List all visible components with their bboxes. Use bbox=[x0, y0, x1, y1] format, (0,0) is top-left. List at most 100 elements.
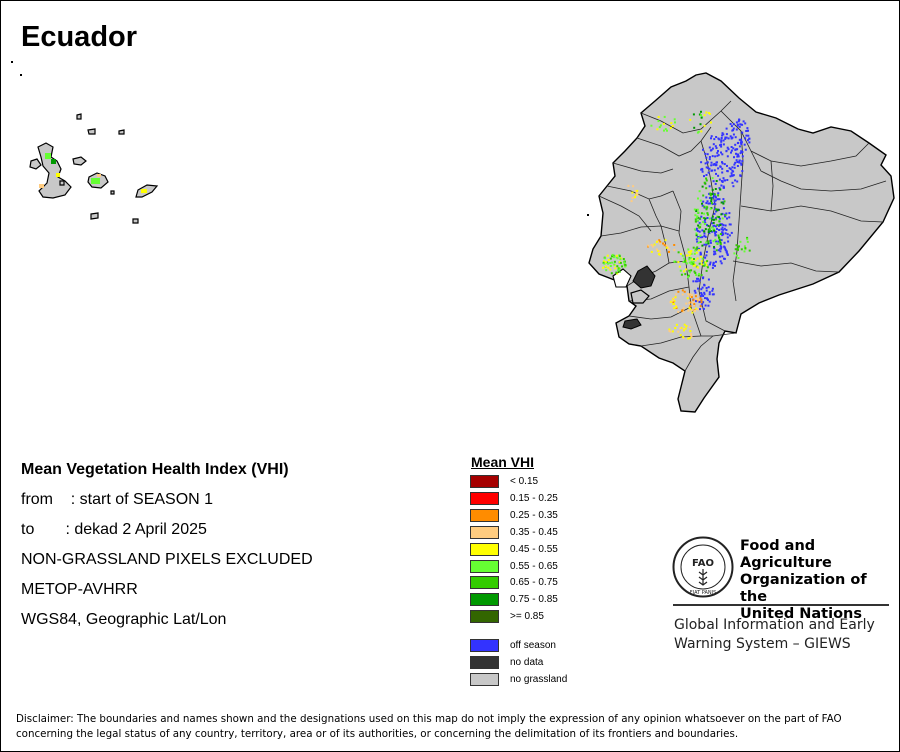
vhi-patch bbox=[91, 178, 100, 184]
vhi-pixel bbox=[702, 221, 705, 224]
vhi-pixel bbox=[715, 249, 718, 252]
vhi-pixel bbox=[668, 247, 671, 250]
vhi-pixel bbox=[717, 234, 720, 237]
vhi-pixel bbox=[728, 212, 731, 215]
vhi-pixel bbox=[704, 217, 707, 220]
vhi-pixel bbox=[701, 229, 704, 232]
vhi-pixel bbox=[695, 247, 698, 250]
vhi-pixel bbox=[701, 244, 704, 247]
vhi-pixel bbox=[604, 265, 607, 268]
vhi-pixel bbox=[707, 202, 710, 205]
vhi-pixel bbox=[702, 148, 704, 151]
vhi-pixel bbox=[719, 250, 722, 253]
vhi-pixel bbox=[720, 239, 723, 242]
vhi-pixel bbox=[712, 163, 715, 166]
vhi-pixel bbox=[627, 184, 630, 187]
vhi-pixel bbox=[708, 197, 711, 199]
vhi-pixel bbox=[692, 246, 695, 249]
vhi-pixel bbox=[726, 146, 729, 149]
org-name-line: Food and Agriculture bbox=[740, 538, 832, 571]
vhi-pixel bbox=[703, 124, 706, 127]
vhi-pixel bbox=[682, 310, 685, 313]
vhi-pixel bbox=[624, 263, 627, 266]
vhi-pixel bbox=[698, 279, 701, 282]
vhi-pixel bbox=[655, 248, 658, 251]
vhi-pixel bbox=[723, 186, 725, 189]
vhi-pixel bbox=[728, 216, 731, 219]
vhi-pixel bbox=[739, 240, 742, 243]
vhi-pixel bbox=[703, 261, 706, 264]
vhi-pixel bbox=[694, 309, 696, 312]
legend-item: 0.45 - 0.55 bbox=[470, 542, 558, 556]
vhi-pixel bbox=[700, 292, 703, 294]
vhi-pixel bbox=[701, 302, 704, 305]
sensor-label: METOP-AVHRR bbox=[21, 581, 138, 598]
vhi-pixel bbox=[684, 273, 687, 276]
vhi-pixel bbox=[718, 216, 720, 219]
legend-swatch bbox=[470, 491, 499, 505]
vhi-pixel bbox=[722, 143, 725, 146]
vhi-pixel bbox=[700, 263, 703, 266]
vhi-pixel bbox=[726, 233, 729, 236]
vhi-pixel bbox=[683, 257, 686, 260]
vhi-pixel bbox=[703, 181, 706, 184]
vhi-pixel bbox=[680, 273, 683, 276]
vhi-pixel bbox=[725, 229, 728, 231]
vhi-pixel bbox=[719, 233, 722, 235]
vhi-pixel bbox=[726, 164, 728, 167]
vhi-pixel bbox=[657, 116, 660, 118]
vhi-pixel bbox=[700, 288, 703, 291]
vhi-pixel bbox=[706, 153, 709, 156]
vhi-pixel bbox=[618, 268, 621, 271]
vhi-pixel bbox=[705, 250, 708, 253]
vhi-pixel bbox=[704, 223, 707, 225]
vhi-pixel bbox=[689, 252, 692, 255]
vhi-pixel bbox=[721, 226, 724, 229]
vhi-pixel bbox=[699, 253, 702, 256]
vhi-pixel bbox=[734, 161, 737, 164]
vhi-pixel bbox=[612, 254, 615, 257]
vhi-pixel bbox=[726, 155, 729, 158]
vhi-pixel bbox=[696, 246, 699, 249]
vhi-pixel bbox=[705, 289, 708, 292]
legend-label: 0.25 - 0.35 bbox=[510, 509, 558, 521]
vhi-pixel bbox=[704, 235, 707, 238]
legend-swatch bbox=[470, 610, 499, 624]
vhi-pixel bbox=[725, 133, 728, 136]
vhi-pixel bbox=[725, 149, 728, 152]
vhi-pixel bbox=[707, 231, 710, 234]
vhi-pixel bbox=[690, 269, 693, 272]
vhi-patch bbox=[45, 153, 51, 159]
vhi-pixel bbox=[682, 329, 685, 332]
vhi-pixel bbox=[715, 180, 718, 182]
vhi-pixel bbox=[725, 251, 728, 254]
vhi-pixel bbox=[606, 254, 609, 257]
vhi-pixel bbox=[734, 179, 737, 182]
vhi-pixel bbox=[695, 220, 697, 223]
vhi-pixel bbox=[615, 254, 618, 257]
vhi-pixel bbox=[687, 276, 689, 279]
island-dot bbox=[11, 61, 13, 63]
vhi-pixel bbox=[696, 236, 699, 238]
vhi-pixel bbox=[677, 261, 680, 264]
vhi-pixel bbox=[712, 180, 715, 183]
vhi-pixel bbox=[712, 218, 715, 221]
vhi-pixel bbox=[611, 261, 614, 264]
galapagos-vhi bbox=[39, 153, 147, 193]
vhi-pixel bbox=[710, 164, 713, 167]
vhi-pixel bbox=[668, 250, 670, 253]
vhi-pixel bbox=[700, 260, 703, 263]
vhi-pixel bbox=[714, 208, 717, 211]
vhi-pixel bbox=[688, 250, 691, 253]
vhi-pixel bbox=[688, 326, 691, 329]
vhi-pixel bbox=[678, 265, 681, 268]
vhi-pixel bbox=[722, 177, 725, 180]
vhi-pixel bbox=[647, 244, 650, 247]
vhi-pixel bbox=[720, 201, 723, 204]
vhi-pixel bbox=[725, 212, 728, 215]
legend-swatch bbox=[470, 525, 499, 539]
vhi-pixel bbox=[711, 226, 713, 229]
vhi-patch bbox=[56, 173, 60, 177]
vhi-pixel bbox=[703, 232, 706, 235]
legend-item: no grassland bbox=[470, 673, 567, 686]
